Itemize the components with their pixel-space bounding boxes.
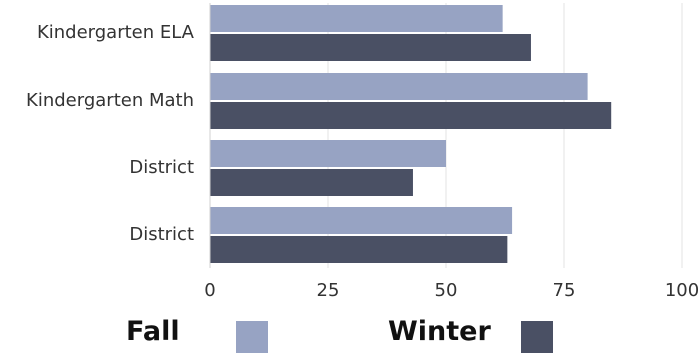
category-label-1: Kindergarten ELA [37, 22, 195, 43]
x-tick-label-75: 75 [553, 280, 576, 301]
legend-swatch-fall [236, 321, 268, 353]
x-tick-label-25: 25 [317, 280, 340, 301]
bar-fall-4 [210, 207, 513, 234]
bar-winter-1 [210, 34, 531, 61]
legend-swatch-winter [521, 321, 553, 353]
bar-winter-2 [210, 102, 612, 129]
x-tick-labels: 0 25 50 75 100 [204, 280, 699, 301]
category-label-3: District [129, 157, 194, 178]
legend-label-winter: Winter [388, 316, 491, 347]
bar-fall-1 [210, 5, 503, 32]
legend-label-fall: Fall [126, 316, 180, 347]
bar-winter-3 [210, 169, 413, 196]
bars [210, 5, 612, 263]
x-tick-label-50: 50 [435, 280, 458, 301]
category-labels: Kindergarten ELA Kindergarten Math Distric… [26, 22, 195, 245]
x-tick-label-100: 100 [665, 280, 699, 301]
category-label-2: Kindergarten Math [26, 90, 194, 111]
x-tick-label-0: 0 [204, 280, 215, 301]
bar-fall-2 [210, 73, 588, 100]
bar-fall-3 [210, 140, 446, 167]
category-label-4: District [129, 224, 194, 245]
bar-winter-4 [210, 236, 508, 263]
